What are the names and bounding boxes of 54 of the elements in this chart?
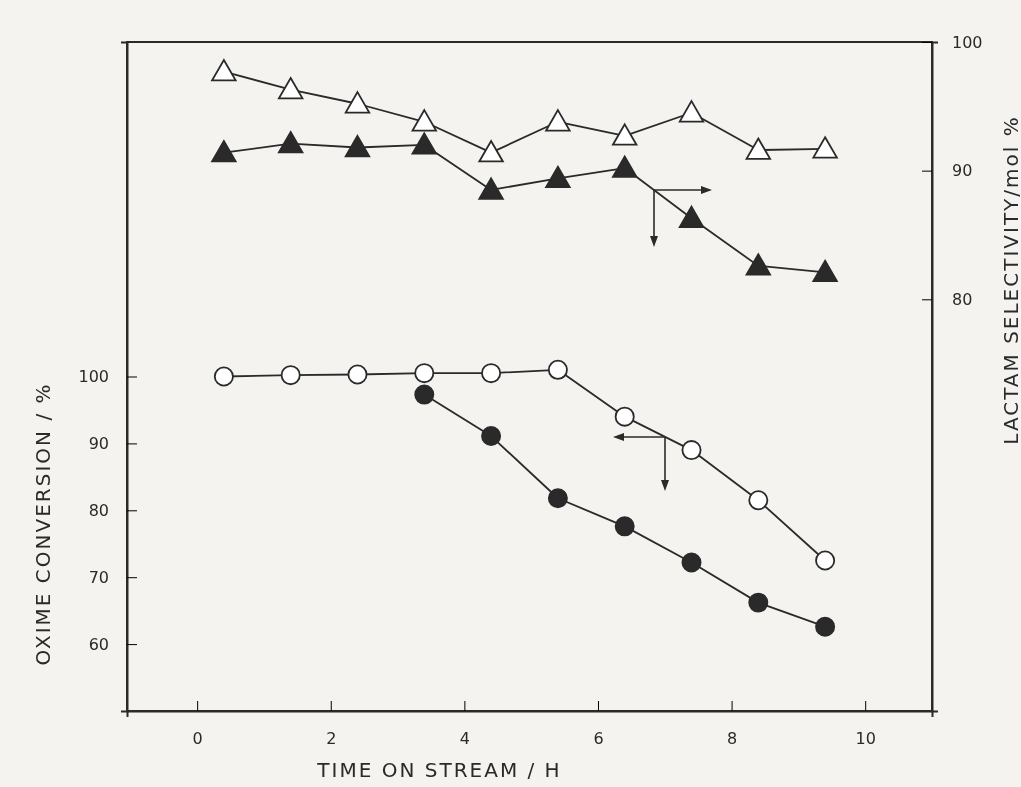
y-tick-label: 80 <box>88 500 109 520</box>
x-tick-label: 2 <box>326 729 337 749</box>
point <box>681 440 702 461</box>
point <box>745 253 771 276</box>
point <box>278 131 304 154</box>
point <box>745 137 771 160</box>
point <box>478 140 504 163</box>
y-tick-label: 60 <box>88 634 109 654</box>
x-axis-title: TIME ON STREAM / H <box>316 758 562 782</box>
point <box>678 205 705 228</box>
point <box>681 552 702 573</box>
x-tick-label: 10 <box>855 729 876 749</box>
y2-tick-label: 100 <box>952 32 983 52</box>
point <box>344 91 371 114</box>
point <box>347 364 368 385</box>
point <box>812 136 838 159</box>
x-tick-label: 6 <box>593 729 604 749</box>
point <box>748 592 769 613</box>
point <box>481 426 502 447</box>
point <box>545 165 571 189</box>
point <box>614 406 635 427</box>
point <box>213 366 234 387</box>
point <box>280 365 301 386</box>
point <box>614 516 635 537</box>
point <box>547 488 568 509</box>
point <box>481 363 502 384</box>
point <box>411 109 437 132</box>
point <box>211 140 237 163</box>
y-tick-label: 70 <box>88 567 109 587</box>
point <box>547 359 568 380</box>
point <box>815 550 836 571</box>
y-axis-title: OXIME CONVERSION / % <box>31 382 55 666</box>
y2-axis-title: LACTAM SELECTIVITY/mol % <box>999 115 1021 445</box>
y-tick-label: 100 <box>78 367 109 387</box>
point <box>815 616 836 637</box>
x-tick-label: 0 <box>192 729 203 749</box>
point <box>414 384 435 405</box>
point <box>678 100 705 123</box>
point <box>612 155 638 178</box>
point <box>278 77 304 100</box>
point <box>545 109 571 132</box>
point <box>411 132 437 155</box>
x-tick-label: 4 <box>459 729 470 749</box>
x-tick-label: 8 <box>726 729 738 749</box>
point <box>748 490 769 511</box>
y2-tick-label: 90 <box>952 161 973 181</box>
y-tick-label: 90 <box>88 434 109 454</box>
point <box>478 177 504 200</box>
y2-tick-label: 80 <box>952 289 973 309</box>
point <box>414 363 435 384</box>
point <box>812 259 838 282</box>
point <box>344 135 371 158</box>
point <box>612 123 638 146</box>
point <box>211 59 237 82</box>
